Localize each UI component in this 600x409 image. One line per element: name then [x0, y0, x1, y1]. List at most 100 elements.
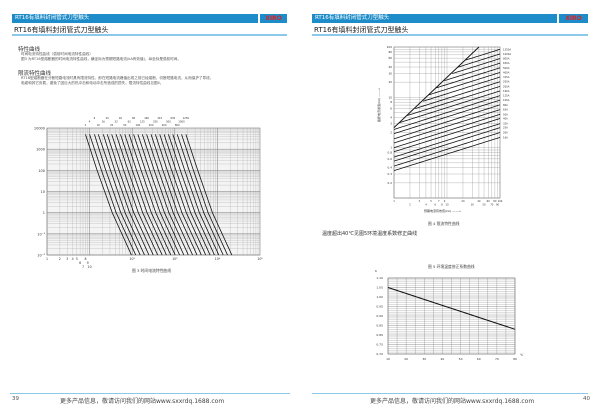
fig5-ylabel: K	[375, 269, 378, 273]
fig3-ytick: 10⁻¹	[37, 232, 45, 236]
fig4-xtick: 40	[477, 199, 481, 203]
fig5-ytick: 1.05	[376, 286, 383, 290]
fig4-ytick: 20	[388, 80, 392, 84]
left-page: RT16有填料封闭管式刀型触头 XIRO RT16有填料封闭管式刀型触头 特性曲…	[10, 14, 290, 405]
fig4-ytick: 8	[390, 100, 392, 104]
fig3-curve-label: 630	[170, 116, 175, 120]
page-number: 39	[12, 396, 19, 402]
fig3-curve-label: 16	[102, 120, 106, 124]
subtitle-rule	[312, 34, 588, 36]
fig4-curve-label: 100A	[503, 98, 510, 102]
fig4-curve-label: 40A	[503, 116, 508, 120]
fig4-curve-16A	[393, 137, 501, 171]
fig4-curve-630A	[444, 62, 501, 82]
fig5-ytick: 0.95	[376, 305, 383, 309]
fig4-curve-32A	[393, 123, 501, 158]
fig4-xtick: 7	[438, 199, 440, 203]
fig4-ytick: 10	[388, 95, 392, 99]
fig4-curve-label: 500A	[503, 66, 510, 70]
fig4-curve-100A	[393, 99, 501, 135]
fig5-xtick: 50	[459, 357, 463, 361]
fig3-curve-label: 40	[119, 116, 123, 120]
fig4-ytick: 0.8	[388, 151, 393, 155]
fig4-curve-label: 50A	[503, 112, 508, 116]
header-bar: RT16有填料封闭管式刀型触头	[12, 14, 258, 23]
fig4-curve-label: 160A	[503, 89, 510, 93]
fig3-curve-label: 2	[85, 123, 87, 127]
fig3-ytick: 1000	[36, 148, 45, 152]
fig3-curve-label: 125	[140, 120, 145, 124]
fig3-xtick: 6	[79, 261, 81, 265]
xiro-logo: XIRO	[557, 14, 588, 23]
fig3-curve-label: 4	[89, 120, 91, 124]
fig5-xtick: 10	[386, 357, 390, 361]
fig3-xtick: 10⁴	[215, 257, 221, 261]
fig4-max-peak-line	[393, 46, 480, 128]
fig3-curve-4	[89, 134, 137, 256]
fig4-ytick: 1	[390, 146, 392, 150]
fig4-curve-20A	[393, 132, 501, 167]
fig3-curve-label: 315	[157, 116, 162, 120]
fig4-curve-315A	[423, 76, 501, 102]
fig3-curve-1000	[181, 134, 228, 256]
fig4-curve-label: 32A	[503, 122, 508, 126]
paragraph: RT16型熔断器在分断短路电流时具有限流特性，即在短路电流峰值出现之前已经熔断，…	[21, 76, 214, 80]
fig4-curve-label: 250A	[503, 80, 510, 84]
fig4-ytick: 100	[387, 45, 393, 49]
fig3-ytick: 10⁻²	[37, 254, 45, 258]
fig4-xtick: 80	[493, 199, 497, 203]
right-page: RT16有填料封闭管式刀型触头 XIRO RT16有填料封闭管式刀型触头 图 4…	[300, 0, 600, 409]
fig3-curve-200	[150, 134, 198, 256]
fig3-curve-20	[106, 134, 154, 256]
fig3-curve-label: 6	[94, 116, 96, 120]
fig3-curve-160	[146, 134, 193, 256]
fig3-xtick: 3	[66, 257, 68, 261]
fig4-curve-label: 630A	[503, 61, 510, 65]
fig3-ytick: 100	[38, 169, 45, 173]
fig5-ytick: 1.00	[376, 295, 383, 299]
fig3-xtick: 10	[88, 265, 92, 269]
fig3-curve-100	[137, 134, 185, 256]
fig4-ytick: 3	[390, 122, 392, 126]
fig5-xtick: 20	[404, 357, 408, 361]
fig3-curve-label: 400	[162, 123, 167, 127]
fig5-xtick: 30	[422, 357, 426, 361]
fig3-curve-label: 25	[110, 123, 114, 127]
fig3-curve-label: 50	[123, 123, 127, 127]
fig3-curve-2	[85, 134, 132, 256]
fig4-ylabel: 截断电流峰值(kA) ——→	[376, 88, 381, 122]
fig3-xtick: 4	[72, 257, 74, 261]
fig4-xtick: 10	[445, 203, 449, 207]
fig4-curve-40A	[393, 118, 501, 153]
fig4-curve-label: 125A	[503, 94, 510, 98]
fig4-curve-label: 16A	[503, 135, 508, 139]
fig3-curve-16	[102, 134, 150, 256]
xiro-logo: XIRO	[258, 14, 287, 23]
fig3-curve-80	[133, 134, 180, 256]
fig3-curve-800	[176, 134, 224, 256]
fig3-curve-40	[120, 134, 167, 256]
fig4-curve-80A	[393, 104, 501, 140]
footer-rule	[10, 393, 290, 394]
fig4-xtick: 2	[409, 203, 411, 207]
fig5-xtick: 70	[495, 357, 499, 361]
fig4-curve-250A	[415, 81, 501, 109]
fig3-curve-50	[124, 134, 172, 256]
fig3-curve-400	[163, 134, 211, 256]
fig5-ytick: 0.80	[376, 333, 383, 337]
paragraph: 时间电流特性曲线（弧前时间电流特性曲线）	[21, 52, 93, 56]
fig4-xtick: 3	[418, 199, 420, 203]
fig3-xtick: 5	[76, 257, 78, 261]
fig3-curve-label: 250	[153, 120, 158, 124]
fig3-xtick: 2	[59, 257, 61, 261]
fig4-ytick: 40	[388, 65, 392, 69]
fig3-xtick: 10³	[172, 257, 178, 261]
fig3-curve-630	[172, 134, 220, 256]
fig5-ytick: 1.10	[376, 276, 383, 280]
fig4-xtick: 30	[471, 203, 475, 207]
fig4-curve-label: 80A	[503, 103, 508, 107]
fig5-caption: 图 5 环境温度修正系数曲线	[428, 264, 475, 269]
fig3-curve-label: 160	[144, 116, 149, 120]
fig4-xtick: 90	[496, 203, 500, 207]
